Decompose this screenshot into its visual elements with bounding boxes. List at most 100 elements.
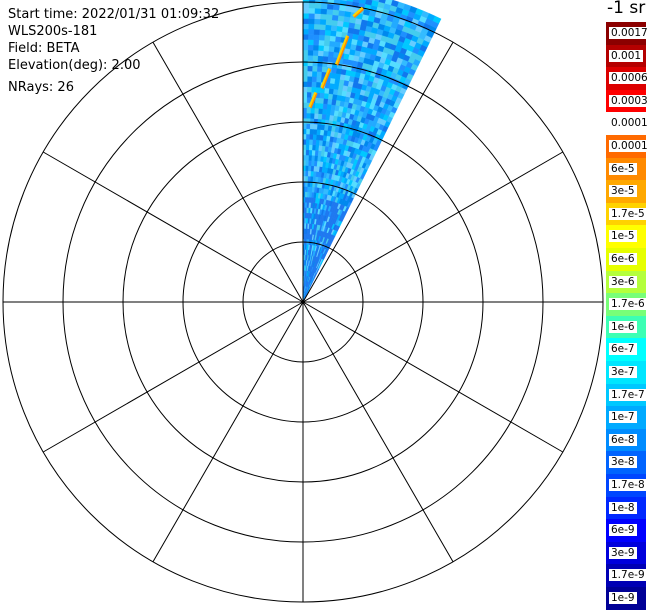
colorbar-tick-label: 1.7e-7	[609, 389, 647, 401]
scan-info: Start time: 2022/01/31 01:09:32 WLS200s-…	[8, 6, 219, 96]
sector-cell	[308, 76, 313, 81]
sector-cell	[312, 71, 317, 76]
sector-cell	[317, 66, 322, 72]
sector-cell	[303, 71, 308, 76]
sector-cell	[303, 92, 307, 97]
sector-cell	[319, 108, 323, 114]
sector-cell	[326, 14, 332, 20]
colorbar-tick-label: 1e-8	[609, 502, 637, 514]
sector-cell	[333, 4, 340, 10]
sector-cell	[322, 67, 327, 73]
sector-cell	[320, 93, 325, 99]
sector-cell	[303, 8, 309, 13]
sector-cell	[306, 166, 309, 171]
sector-cell	[303, 82, 308, 87]
beta-data-sector	[303, 0, 441, 302]
colorbar-tick-label: 6e-8	[609, 434, 637, 446]
sector-cell	[315, 103, 319, 109]
sector-cell	[328, 51, 334, 57]
sector-cell	[339, 5, 346, 11]
sector-cell	[319, 40, 325, 46]
colorbar-tick-label: 1.7e-5	[609, 208, 647, 220]
sector-cell	[323, 56, 329, 62]
sector-cell	[303, 29, 309, 34]
sector-cell	[315, 13, 321, 19]
sector-cell	[306, 155, 309, 160]
sector-cell	[314, 19, 320, 25]
sector-cell	[332, 20, 338, 26]
start-time-label: Start time: 2022/01/31 01:09:32	[8, 6, 219, 23]
sector-cell	[313, 129, 317, 134]
sector-cell	[310, 124, 314, 129]
sector-cell	[316, 82, 321, 88]
sector-cell	[320, 24, 326, 30]
sector-cell	[307, 87, 312, 92]
sector-cell	[331, 30, 337, 36]
sector-cell	[313, 45, 319, 51]
sector-cell	[303, 55, 308, 60]
sector-cell	[318, 61, 323, 67]
sector-cell	[303, 24, 309, 29]
sector-cell	[303, 113, 307, 118]
sector-cell	[309, 29, 315, 34]
radial-line	[303, 302, 563, 452]
sector-cell	[311, 108, 315, 113]
sector-cell	[306, 145, 309, 150]
colorbar-tick-label: 6e-5	[609, 163, 637, 175]
sector-cell	[303, 139, 306, 144]
sector-cell	[303, 66, 308, 71]
sector-cell	[333, 10, 340, 16]
sector-cell	[314, 34, 320, 40]
sector-cell	[308, 40, 314, 45]
sector-cell	[338, 15, 345, 21]
sector-cell	[325, 30, 331, 36]
sector-cell	[322, 61, 327, 67]
sector-cell	[323, 51, 329, 57]
sector-cell	[330, 36, 336, 42]
sector-cell	[303, 134, 306, 139]
colorbar-tick-label: 0.001	[609, 50, 643, 62]
sector-cell	[308, 50, 313, 55]
colorbar-tick-label: 1.7e-8	[609, 479, 647, 491]
sector-cell	[309, 145, 312, 150]
sector-cell	[309, 19, 315, 24]
sector-cell	[317, 77, 322, 83]
sector-cell	[308, 55, 313, 60]
sector-cell	[331, 25, 337, 31]
sector-cell	[313, 66, 318, 71]
sector-cell	[306, 129, 310, 134]
sector-cell	[332, 15, 338, 21]
field-label: Field: BETA	[8, 40, 219, 57]
sector-cell	[303, 108, 307, 113]
sector-cell	[316, 87, 321, 93]
sector-cell	[307, 108, 311, 113]
sector-cell	[303, 97, 307, 102]
sector-cell	[311, 113, 315, 118]
sector-cell	[334, 47, 340, 53]
sector-cell	[313, 134, 317, 139]
sector-cell	[314, 124, 318, 129]
colorbar-tick-label: 6e-7	[609, 343, 637, 355]
sector-cell	[306, 160, 309, 165]
sector-cell	[309, 8, 315, 13]
sector-cell	[303, 13, 309, 18]
sector-cell	[315, 108, 319, 114]
sector-cell	[306, 134, 310, 139]
sector-cell	[306, 171, 309, 176]
sector-cell	[309, 150, 312, 155]
sector-cell	[314, 119, 318, 125]
sector-cell	[308, 61, 313, 66]
colorbar-tick-label: 0.0003	[609, 95, 647, 107]
sector-cell	[309, 24, 315, 29]
sector-cell	[319, 35, 325, 41]
sector-cell	[335, 42, 341, 48]
sector-cell	[313, 50, 318, 56]
colorbar-tick-label: 6e-9	[609, 524, 637, 536]
colorbar-tick-label: 0.0001	[609, 140, 647, 152]
sector-cell	[307, 118, 311, 123]
colorbar-units: -1 sr	[607, 0, 645, 18]
sector-cell	[303, 50, 308, 55]
sector-cell	[303, 103, 307, 108]
sector-cell	[310, 134, 314, 139]
radial-line	[43, 152, 303, 302]
